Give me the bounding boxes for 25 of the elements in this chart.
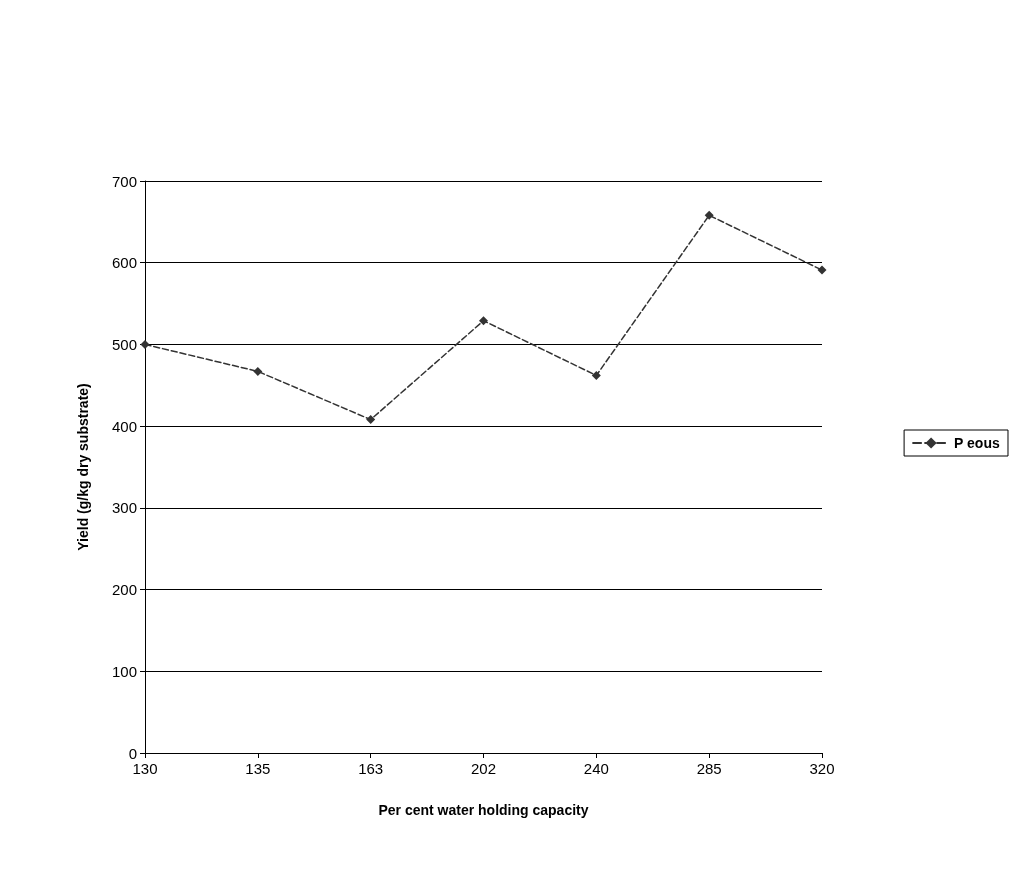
y-tick-label: 200: [111, 581, 137, 599]
legend-label: P eous: [954, 435, 1000, 451]
x-tick-label: 163: [358, 760, 384, 777]
x-axis-title: Per cent water holding capacity: [378, 802, 589, 818]
point: [591, 370, 601, 380]
point: [253, 366, 263, 376]
point: [366, 415, 376, 425]
y-tick-label: 500: [111, 335, 137, 353]
y-tick-label: 700: [111, 172, 137, 190]
x-tick-label: 240: [583, 760, 609, 777]
point: [704, 210, 714, 220]
y-tick-label: 0: [128, 744, 137, 762]
x-tick-label: 202: [470, 760, 497, 777]
point: [817, 265, 827, 275]
y-tick-label: 400: [111, 417, 137, 435]
x-tick-label: 285: [696, 760, 722, 777]
y-tick-label: 300: [111, 499, 137, 517]
y-axis-title: Yield (g/kg dry substrate): [75, 383, 91, 551]
x-tick-label: 320: [809, 760, 835, 777]
point: [479, 316, 488, 326]
y-tick-label: 600: [111, 254, 137, 272]
x-tick-label: 130: [132, 760, 158, 777]
x-tick-label: 135: [245, 760, 271, 777]
point: [140, 339, 150, 349]
y-tick-label: 100: [111, 662, 137, 680]
